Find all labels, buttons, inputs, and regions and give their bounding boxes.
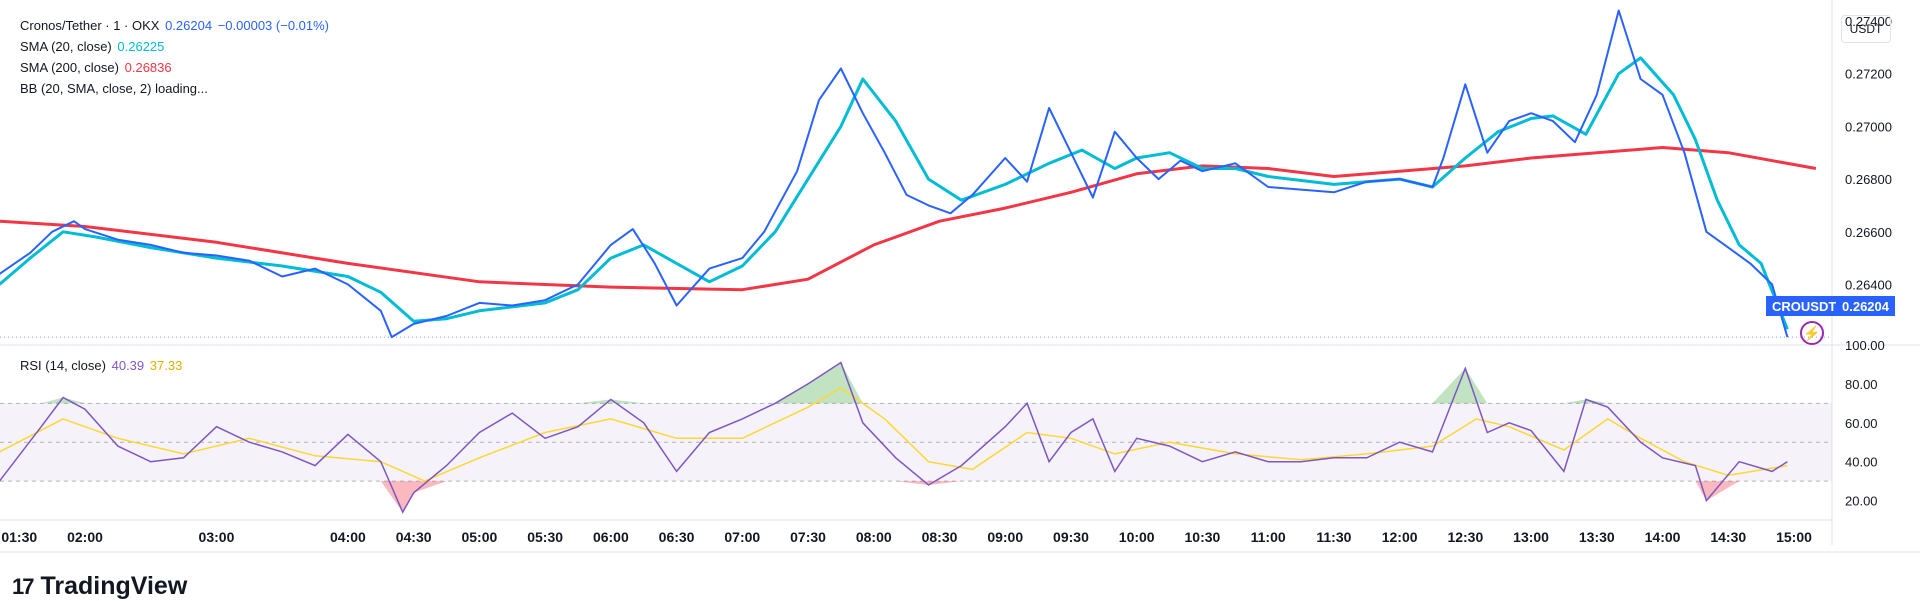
time-tick-label: 02:00	[67, 529, 103, 545]
currency-unit-button[interactable]: USDT	[1841, 15, 1891, 43]
time-tick-label: 09:00	[987, 529, 1023, 545]
time-tick-label: 03:00	[199, 529, 235, 545]
indicator-label: SMA (200, close)	[20, 60, 119, 75]
price-tick-label: 0.26800	[1845, 172, 1892, 187]
indicator-label: BB (20, SMA, close, 2) loading...	[20, 81, 208, 96]
price-tick-label: 0.27400	[1845, 14, 1892, 29]
time-tick-label: 14:00	[1645, 529, 1681, 545]
time-tick-label: 06:30	[659, 529, 695, 545]
rsi-pane	[0, 361, 1788, 514]
indicator-legend-sma20[interactable]: SMA (20, close) 0.26225	[20, 36, 166, 57]
time-tick-label: 15:00	[1776, 529, 1812, 545]
price-tick-label: 0.26600	[1845, 225, 1892, 240]
time-tick-label: 12:00	[1382, 529, 1418, 545]
time-tick-label: 04:30	[396, 529, 432, 545]
indicator-value: 0.26836	[124, 60, 172, 75]
tradingview-logo-icon: 17	[12, 573, 35, 599]
rsi-value: 40.39	[111, 358, 145, 373]
rsi-overbought-fill	[0, 362, 1788, 404]
rsi-tick-label: 60.00	[1845, 416, 1878, 431]
time-tick-label: 06:00	[593, 529, 629, 545]
time-tick-label: 08:00	[856, 529, 892, 545]
rsi-legend[interactable]: RSI (14, close) 40.39 37.33	[20, 355, 184, 376]
rsi-label: RSI (14, close)	[20, 358, 106, 373]
last-price: 0.26204	[165, 18, 213, 33]
time-tick-label: 07:30	[790, 529, 826, 545]
time-tick-label: 04:00	[330, 529, 366, 545]
brand-name: TradingView	[40, 572, 188, 600]
time-tick-label: 08:30	[922, 529, 958, 545]
price-tick-label: 0.27000	[1845, 119, 1892, 134]
rsi-tick-label: 100.00	[1845, 338, 1885, 353]
indicator-legend-bb[interactable]: BB (20, SMA, close, 2) loading...	[20, 78, 210, 99]
rsi-band-background	[0, 402, 1832, 482]
lightning-icon[interactable]: ⚡	[1800, 321, 1824, 345]
time-tick-label: 05:30	[527, 529, 563, 545]
rsi-tick-label: 80.00	[1845, 377, 1878, 392]
symbol-legend: Cronos/Tether · 1 · OKX 0.26204 −0.00003…	[20, 15, 331, 36]
last-price-tag: 0.26204	[1836, 296, 1895, 316]
time-tick-label: 01:30	[1, 529, 37, 545]
time-axis: 01:30 02:00 03:00 04:00 04:30 05:00 05:30 06:00…	[1, 529, 1812, 545]
price-pane	[0, 9, 1832, 339]
symbol-price-tag: CROUSDT	[1766, 296, 1843, 316]
symbol-title: Cronos/Tether · 1 · OKX	[20, 18, 160, 33]
price-axis: 0.27400 0.27200 0.27000 0.26800 0.26600 0.264…	[1845, 14, 1892, 508]
sma20-line	[0, 56, 1789, 330]
time-tick-label: 14:30	[1710, 529, 1746, 545]
rsi-tick-label: 20.00	[1845, 494, 1878, 509]
rsi-oversold-fill	[0, 481, 1788, 513]
time-tick-label: 13:30	[1579, 529, 1615, 545]
indicator-value: 0.26225	[117, 39, 165, 54]
rsi-ma-value: 37.33	[149, 358, 183, 373]
time-tick-label: 11:00	[1251, 529, 1286, 545]
time-tick-label: 09:30	[1053, 529, 1089, 545]
price-tick-label: 0.26400	[1845, 277, 1892, 292]
time-tick-label: 05:00	[461, 529, 497, 545]
price-change: −0.00003 (−0.01%)	[217, 18, 330, 33]
time-tick-label: 12:30	[1447, 529, 1483, 545]
time-tick-label: 10:30	[1185, 529, 1221, 545]
brand-logo[interactable]: 17 TradingView	[12, 572, 187, 601]
indicator-legend-sma200[interactable]: SMA (200, close) 0.26836	[20, 57, 174, 78]
price-line	[0, 9, 1789, 339]
time-tick-label: 11:30	[1316, 529, 1351, 545]
time-tick-label: 10:00	[1119, 529, 1155, 545]
rsi-line	[0, 361, 1788, 514]
time-tick-label: 07:00	[724, 529, 760, 545]
rsi-tick-label: 40.00	[1845, 455, 1878, 470]
time-tick-label: 13:00	[1513, 529, 1549, 545]
price-tick-label: 0.27200	[1845, 67, 1892, 82]
indicator-label: SMA (20, close)	[20, 39, 112, 54]
sma200-line	[0, 146, 1817, 292]
